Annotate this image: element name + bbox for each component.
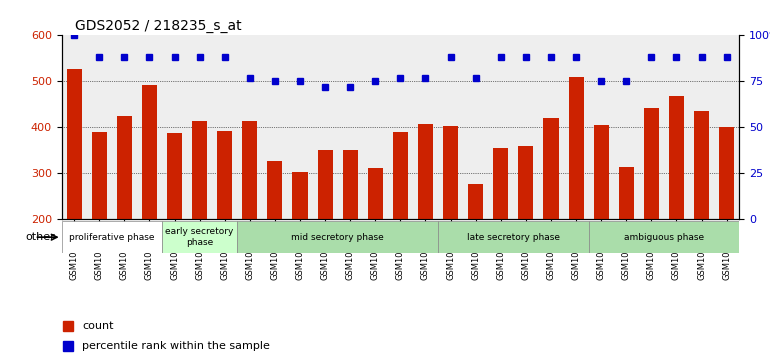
Bar	[293, 172, 307, 312]
Bar	[594, 125, 609, 312]
Bar	[117, 116, 132, 312]
Bar	[494, 148, 508, 312]
Bar	[694, 111, 709, 312]
Bar	[343, 150, 358, 312]
FancyBboxPatch shape	[62, 221, 162, 253]
Text: proliferative phase: proliferative phase	[69, 233, 155, 242]
Bar	[418, 124, 433, 312]
Bar	[243, 120, 257, 312]
Text: early secretory
phase: early secretory phase	[166, 228, 234, 247]
FancyBboxPatch shape	[588, 221, 739, 253]
Bar	[719, 126, 734, 312]
Bar	[92, 132, 107, 312]
Bar	[619, 167, 634, 312]
Bar	[468, 184, 484, 312]
FancyBboxPatch shape	[237, 221, 438, 253]
Text: GDS2052 / 218235_s_at: GDS2052 / 218235_s_at	[75, 19, 242, 33]
Text: ambiguous phase: ambiguous phase	[624, 233, 704, 242]
Bar	[518, 146, 534, 312]
Text: percentile rank within the sample: percentile rank within the sample	[82, 341, 270, 350]
Bar	[669, 96, 684, 312]
Text: mid secretory phase: mid secretory phase	[291, 233, 384, 242]
Bar	[393, 132, 408, 312]
Bar	[67, 69, 82, 312]
Bar	[142, 85, 157, 312]
FancyBboxPatch shape	[438, 221, 588, 253]
Bar	[644, 108, 659, 312]
FancyBboxPatch shape	[162, 221, 237, 253]
Bar	[368, 168, 383, 312]
Text: late secretory phase: late secretory phase	[467, 233, 560, 242]
Text: other: other	[25, 232, 55, 242]
Bar	[568, 77, 584, 312]
Bar	[167, 133, 182, 312]
Bar	[217, 131, 233, 312]
Bar	[317, 150, 333, 312]
Bar	[544, 118, 558, 312]
Bar	[192, 120, 207, 312]
Text: count: count	[82, 321, 113, 331]
Bar	[443, 126, 458, 312]
Bar	[267, 161, 283, 312]
